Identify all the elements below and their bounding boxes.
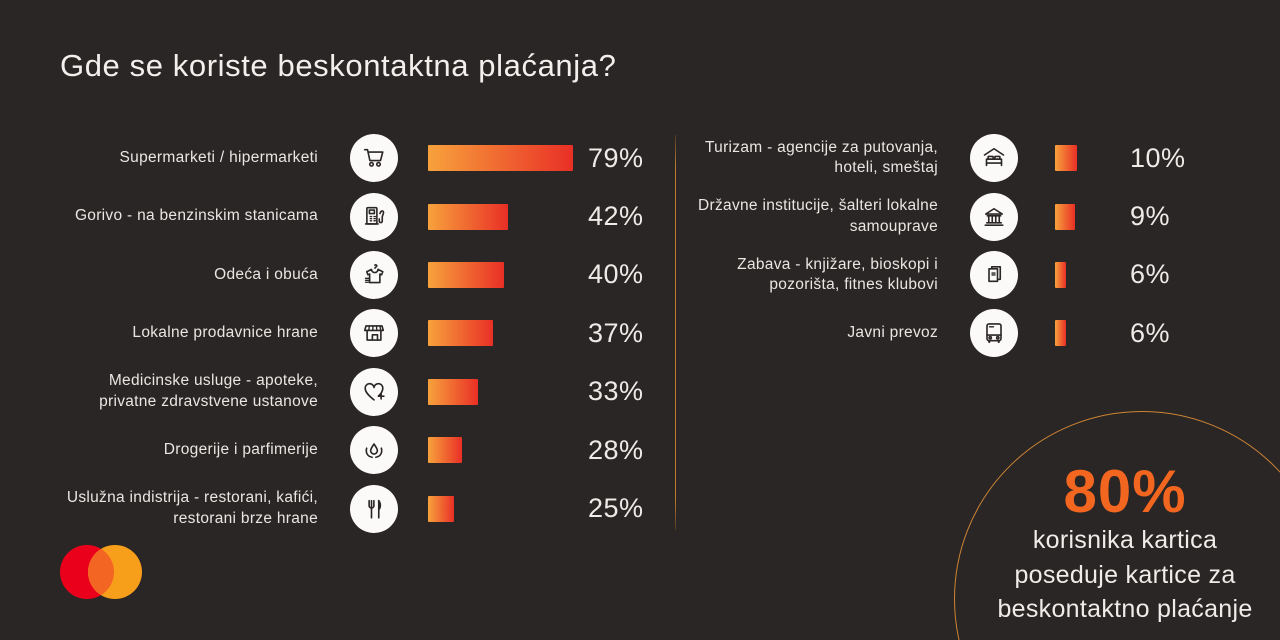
category-label: Zabava - knjižare, bioskopi i pozorišta,… — [737, 255, 938, 293]
bar — [1055, 203, 1075, 230]
storefront-icon — [363, 325, 385, 342]
category-label: Lokalne prodavnice hrane — [132, 324, 318, 342]
bar-track — [1055, 320, 1130, 347]
bar — [428, 145, 573, 172]
chart-row: Drogerije i parfimerije 28% — [60, 421, 670, 479]
callout-value: 80% — [1063, 458, 1187, 525]
category-icon-circle — [350, 250, 398, 299]
category-icon-circle — [350, 484, 398, 533]
category-label: Javni prevoz — [847, 324, 938, 342]
bar-track — [428, 378, 588, 405]
callout-line: poseduje kartice za — [1014, 560, 1236, 589]
percent-value: 6% — [1130, 317, 1171, 348]
category-label: Državne institucije, šalteri lokalne sam… — [698, 197, 938, 235]
category-icon-circle — [350, 309, 398, 358]
percent-value: 9% — [1130, 201, 1171, 232]
category-icon-circle — [970, 309, 1018, 358]
bar — [1055, 145, 1077, 172]
chart-row: Javni prevoz 6% — [680, 304, 1270, 362]
books-icon — [988, 265, 1002, 283]
bar — [428, 495, 454, 522]
bar — [428, 378, 478, 405]
chart-column-right: Turizam - agencije za putovanja, hoteli,… — [680, 129, 1270, 363]
category-label: Medicinske usluge - apoteke, privatne zd… — [99, 372, 318, 410]
callout-line: beskontaktno plaćanje — [997, 595, 1253, 623]
page-title: Gde se koriste beskontaktna plaćanja? — [60, 48, 617, 83]
percent-value: 79% — [588, 142, 644, 173]
bar — [1055, 320, 1066, 347]
category-icon-circle — [350, 367, 398, 416]
bed-icon — [983, 148, 1005, 167]
bar — [428, 437, 462, 464]
bar-track — [428, 437, 588, 464]
chart-row: Medicinske usluge - apoteke, privatne zd… — [60, 363, 670, 421]
bus-icon — [986, 323, 1002, 344]
category-icon-circle — [970, 134, 1018, 183]
bar-track — [1055, 145, 1130, 172]
bar-track — [428, 145, 588, 172]
percent-value: 28% — [588, 434, 644, 465]
mastercard-overlap — [88, 545, 114, 599]
category-label: Supermarketi / hipermarketi — [119, 148, 318, 166]
clothing-icon — [364, 264, 384, 284]
mastercard-logo — [60, 545, 142, 599]
bar — [428, 261, 504, 288]
category-icon-circle — [970, 250, 1018, 299]
chart-column-left: Supermarketi / hipermarketi 79% Gorivo -… — [60, 129, 670, 538]
chart-row: Turizam - agencije za putovanja, hoteli,… — [680, 129, 1270, 187]
bar-track — [428, 495, 588, 522]
bar-track — [428, 261, 588, 288]
category-label: Gorivo - na benzinskim stanicama — [74, 207, 318, 225]
bank-icon — [984, 207, 1004, 226]
chart-row: Odeća i obuća 40% — [60, 246, 670, 304]
bar — [428, 320, 493, 347]
percent-value: 37% — [588, 317, 644, 348]
bar-track — [1055, 261, 1130, 288]
callout-line: korisnika kartica — [1032, 526, 1218, 554]
shopping-cart-icon — [363, 149, 384, 168]
bar — [428, 203, 508, 230]
heart-plus-icon — [364, 382, 385, 401]
chart-row: Državne institucije, šalteri lokalne sam… — [680, 187, 1270, 245]
lotus-icon — [365, 443, 383, 459]
category-icon-circle — [970, 192, 1018, 241]
column-divider — [675, 135, 676, 530]
cutlery-icon — [368, 499, 382, 519]
percent-value: 42% — [588, 201, 644, 232]
chart-row: Gorivo - na benzinskim stanicama 42% — [60, 187, 670, 245]
fuel-pump-icon — [364, 206, 385, 225]
chart-row: Uslužna indistrija - restorani, kafići, … — [60, 479, 670, 537]
bar-track — [1055, 203, 1130, 230]
category-icon-circle — [350, 426, 398, 475]
chart-row: Lokalne prodavnice hrane 37% — [60, 304, 670, 362]
category-label: Odeća i obuća — [214, 265, 318, 283]
category-icon-circle — [350, 134, 398, 183]
bar-track — [428, 203, 588, 230]
category-icon-circle — [350, 192, 398, 241]
chart-row: Zabava - knjižare, bioskopi i pozorišta,… — [680, 246, 1270, 304]
percent-value: 10% — [1130, 142, 1186, 173]
percent-value: 40% — [588, 259, 644, 290]
bar — [1055, 261, 1066, 288]
category-label: Uslužna indistrija - restorani, kafići, … — [66, 489, 318, 527]
percent-value: 25% — [588, 493, 644, 524]
bar-track — [428, 320, 588, 347]
category-label: Turizam - agencije za putovanja, hoteli,… — [704, 138, 938, 177]
category-label: Drogerije i parfimerije — [163, 440, 318, 458]
chart-row: Supermarketi / hipermarketi 79% — [60, 129, 670, 187]
percent-value: 33% — [588, 376, 644, 407]
callout: 80% korisnika kartica poseduje kartice z… — [975, 460, 1275, 627]
percent-value: 6% — [1130, 259, 1171, 290]
